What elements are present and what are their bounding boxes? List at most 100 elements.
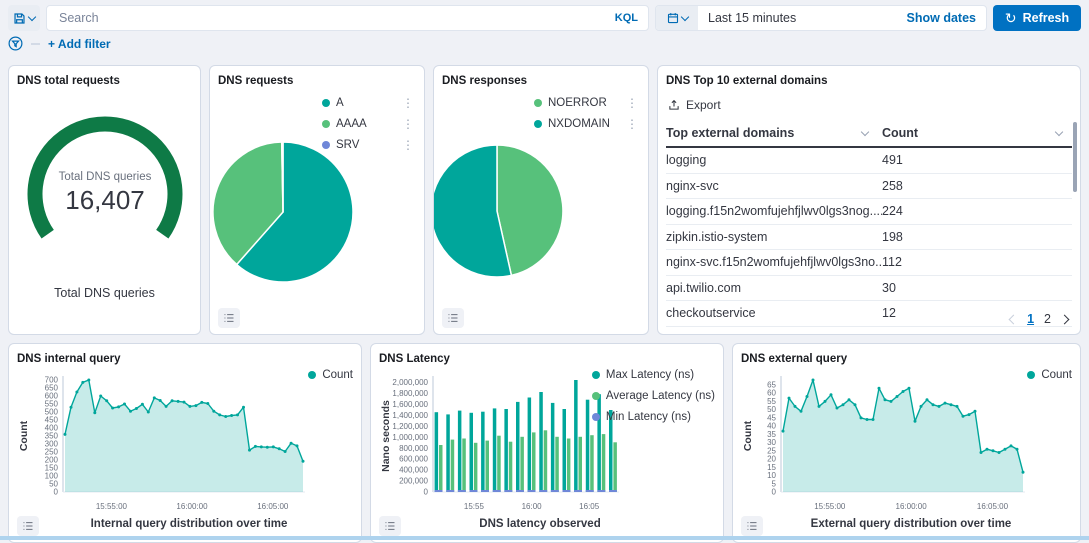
search-bar[interactable]: KQL	[46, 5, 649, 31]
svg-text:16:00:00: 16:00:00	[896, 502, 928, 511]
export-button[interactable]: Export	[668, 98, 738, 112]
total-queries-gauge[interactable]: Total DNS queries 16,407	[17, 102, 194, 270]
legend-item-Max Latency (ns)[interactable]: Max Latency (ns)	[592, 364, 715, 385]
svg-text:15:55:00: 15:55:00	[814, 502, 846, 511]
save-query-menu-button[interactable]	[8, 5, 40, 31]
cell-count: 30	[882, 281, 1072, 295]
filter-icon[interactable]	[8, 36, 23, 51]
svg-text:400,000: 400,000	[399, 466, 428, 475]
svg-text:1,600,000: 1,600,000	[392, 400, 428, 409]
legend-color-dot	[592, 392, 600, 400]
add-filter-button[interactable]: + Add filter	[48, 37, 111, 51]
legend-item-NXDOMAIN[interactable]: NXDOMAIN⋮	[534, 113, 638, 134]
legend-options-icon[interactable]: ⋮	[402, 98, 414, 108]
external-query-area-chart[interactable]: 0510152025303540455055606515:55:0016:00:…	[741, 370, 1037, 518]
svg-text:Total DNS queries: Total DNS queries	[59, 171, 152, 183]
next-page-icon[interactable]	[1060, 314, 1070, 324]
svg-text:50: 50	[49, 480, 58, 489]
svg-text:400: 400	[45, 424, 59, 433]
legend-item-A[interactable]: A⋮	[322, 92, 414, 113]
calendar-menu-button[interactable]	[656, 6, 698, 30]
table-row[interactable]: zipkin.istio-system198	[666, 225, 1072, 251]
svg-text:55: 55	[767, 397, 776, 406]
gauge-bottom-label: Total DNS queries	[9, 286, 200, 300]
table-row[interactable]: nginx-svc.f15n2womfujehfjlwv0lgs3no...11…	[666, 250, 1072, 276]
save-icon	[13, 12, 26, 25]
svg-text:350: 350	[45, 432, 59, 441]
domains-table-body: logging491nginx-svc258logging.f15n2womfu…	[666, 148, 1072, 327]
table-row[interactable]: logging491	[666, 148, 1072, 174]
svg-text:16:05:00: 16:05:00	[977, 502, 1009, 511]
legend-toggle-button[interactable]	[218, 308, 240, 328]
svg-text:60: 60	[767, 389, 776, 398]
page-2-button[interactable]: 2	[1044, 312, 1051, 326]
cell-domain: nginx-svc	[666, 179, 882, 193]
panel-title: DNS total requests	[17, 74, 192, 88]
legend-options-icon[interactable]: ⋮	[402, 119, 414, 129]
cell-count: 258	[882, 179, 1072, 193]
table-header: Top external domains Count	[666, 120, 1072, 148]
legend-options-icon[interactable]: ⋮	[402, 140, 414, 150]
legend-item-Average Latency (ns)[interactable]: Average Latency (ns)	[592, 385, 715, 406]
svg-text:Count: Count	[742, 420, 754, 451]
panel-dns-latency: DNS Latency 0200,000400,000600,000800,00…	[370, 343, 724, 543]
panel-title: DNS internal query	[17, 352, 353, 366]
table-row[interactable]: nginx-svc258	[666, 174, 1072, 200]
legend-toggle-button[interactable]	[442, 308, 464, 328]
svg-text:10: 10	[767, 471, 776, 480]
legend-item-NOERROR[interactable]: NOERROR⋮	[534, 92, 638, 113]
legend-item-Min Latency (ns)[interactable]: Min Latency (ns)	[592, 406, 715, 427]
legend-item-Count[interactable]: Count	[308, 364, 353, 385]
sort-chevron-icon[interactable]	[861, 127, 869, 135]
column-header-count[interactable]: Count	[882, 126, 918, 140]
svg-text:25: 25	[767, 446, 776, 455]
search-input[interactable]	[57, 10, 615, 26]
clipped-next-row-edge	[0, 536, 1089, 540]
svg-text:16:00: 16:00	[522, 502, 543, 511]
legend-color-dot	[322, 141, 330, 149]
calendar-icon	[667, 12, 679, 24]
dashboard-row-2: DNS internal query 050100150200250300350…	[0, 343, 1089, 543]
legend-item-Count[interactable]: Count	[1027, 364, 1072, 385]
internal-query-area-chart[interactable]: 0501001502002503003504004505005506006507…	[17, 370, 317, 518]
table-row[interactable]: logging.f15n2womfujehfjlwv0lgs3nog....22…	[666, 199, 1072, 225]
svg-text:300: 300	[45, 440, 59, 449]
svg-text:16:05:00: 16:05:00	[257, 502, 289, 511]
svg-text:1,400,000: 1,400,000	[392, 411, 428, 420]
svg-text:15: 15	[767, 463, 776, 472]
sort-chevron-icon[interactable]	[1055, 127, 1063, 135]
panel-dns-external-query: DNS external query 051015202530354045505…	[732, 343, 1081, 543]
legend-options-icon[interactable]: ⋮	[626, 119, 638, 129]
legend-color-dot	[592, 371, 600, 379]
legend-toggle-button[interactable]	[17, 516, 39, 536]
time-range-value[interactable]: Last 15 minutes	[698, 11, 796, 25]
column-header-domains[interactable]: Top external domains	[666, 126, 794, 140]
export-icon	[668, 99, 680, 111]
legend-item-AAAA[interactable]: AAAA⋮	[322, 113, 414, 134]
table-scrollbar[interactable]	[1073, 122, 1077, 192]
kql-language-button[interactable]: KQL	[615, 12, 638, 24]
show-dates-button[interactable]: Show dates	[907, 11, 986, 25]
refresh-button[interactable]: ↻ Refresh	[993, 5, 1081, 31]
legend-toggle-button[interactable]	[379, 516, 401, 536]
legend-item-SRV[interactable]: SRV⋮	[322, 134, 414, 155]
list-icon	[22, 520, 34, 532]
table-pagination: 12	[1010, 312, 1068, 326]
legend-options-icon[interactable]: ⋮	[626, 98, 638, 108]
panel-dns-requests: DNS requests A⋮AAAA⋮SRV⋮	[209, 65, 425, 335]
chevron-down-icon	[680, 13, 688, 21]
svg-text:2,000,000: 2,000,000	[392, 378, 428, 387]
legend-toggle-button[interactable]	[741, 516, 763, 536]
table-row[interactable]: api.twilio.com30	[666, 276, 1072, 302]
svg-text:Nano seconds: Nano seconds	[380, 400, 392, 472]
x-axis-title: DNS latency observed	[379, 518, 665, 530]
svg-text:800,000: 800,000	[399, 444, 428, 453]
cell-domain: nginx-svc.f15n2womfujehfjlwv0lgs3no...	[666, 255, 882, 269]
page-1-button[interactable]: 1	[1027, 312, 1034, 326]
prev-page-icon[interactable]	[1009, 314, 1019, 324]
panel-title: DNS Top 10 external domains	[666, 74, 1072, 88]
svg-text:1,200,000: 1,200,000	[392, 422, 428, 431]
svg-text:1,000,000: 1,000,000	[392, 433, 428, 442]
svg-text:150: 150	[45, 464, 59, 473]
x-axis-title: Internal query distribution over time	[17, 518, 339, 530]
